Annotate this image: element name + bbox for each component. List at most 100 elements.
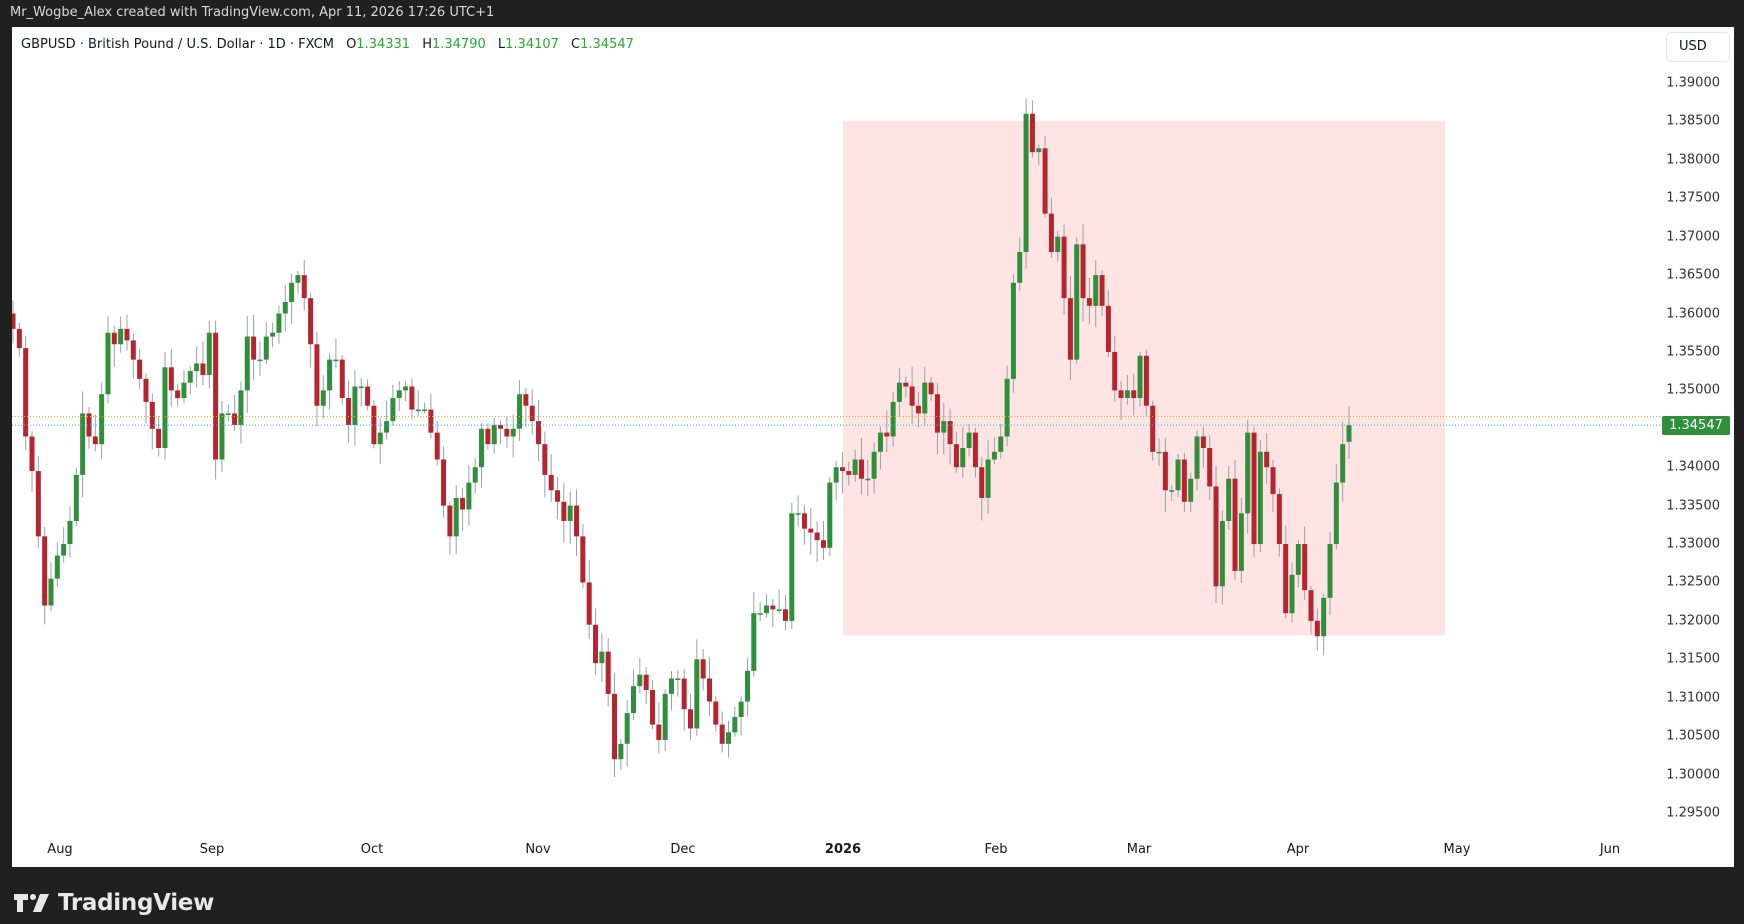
candle-up (675, 678, 681, 681)
close-value: 1.34547 (580, 37, 634, 52)
low-value: 1.34107 (505, 37, 559, 52)
candle-down (175, 390, 181, 399)
candle-down (434, 432, 440, 460)
candle-down (1181, 459, 1187, 502)
candle-up (871, 451, 877, 479)
candle-up (985, 459, 991, 498)
candle-up (73, 474, 79, 521)
candle-up (257, 359, 263, 362)
candle-down (542, 444, 548, 475)
candle-up (295, 275, 301, 283)
candle-down (884, 432, 890, 437)
candle-up (732, 716, 738, 733)
time-tick-label: Nov (525, 842, 551, 857)
close-label: C (571, 37, 581, 52)
tradingview-logo: TradingView (14, 890, 214, 916)
candlestick-plot[interactable] (12, 27, 1734, 867)
candle-down (858, 459, 864, 479)
candle-up (510, 428, 516, 437)
candle-down (846, 471, 852, 475)
candle-down (593, 624, 599, 664)
candle-up (1074, 244, 1080, 360)
candle-down (687, 709, 693, 729)
candle-up (1169, 490, 1175, 492)
candle-up (852, 459, 858, 475)
candle-down (643, 674, 649, 691)
candle-up (206, 332, 212, 375)
candle-up (1321, 597, 1327, 637)
candle-up (1175, 459, 1181, 491)
candle-up (631, 686, 637, 714)
candle-down (523, 394, 529, 406)
candle-down (35, 471, 41, 537)
candle-down (137, 359, 143, 379)
price-tick-label: 1.31000 (1666, 690, 1720, 706)
candle-down (365, 386, 371, 406)
candle-down (409, 386, 415, 410)
candle-down (16, 328, 22, 349)
time-tick-label: Oct (360, 842, 384, 857)
candle-up (789, 513, 795, 621)
candle-up (618, 743, 624, 760)
candle-down (428, 409, 434, 433)
candle-up (991, 451, 997, 460)
candle-down (1232, 478, 1238, 571)
candle-up (1188, 478, 1194, 502)
price-tick-label: 1.33000 (1666, 536, 1720, 552)
candle-up (238, 390, 244, 425)
candle-up (1124, 390, 1130, 399)
candle-down (555, 490, 561, 502)
candle-down (681, 678, 687, 710)
candle-down (1270, 467, 1276, 495)
price-tick-label: 1.33500 (1666, 498, 1720, 514)
time-tick-label: Dec (670, 842, 696, 857)
candle-up (187, 371, 193, 383)
candle-down (12, 313, 16, 329)
candle-up (390, 398, 396, 422)
candle-down (168, 367, 174, 391)
currency-button[interactable]: USD (1666, 32, 1730, 62)
candle-down (719, 724, 725, 744)
candle-up (320, 390, 326, 406)
candle-down (586, 582, 592, 625)
candle-up (48, 578, 54, 606)
candle-down (839, 467, 845, 472)
candle-up (67, 520, 73, 545)
candle-down (1213, 486, 1219, 587)
candle-up (1245, 432, 1251, 514)
high-value: 1.34790 (431, 37, 486, 52)
candle-up (725, 732, 731, 744)
candle-up (738, 701, 744, 717)
candle-up (941, 421, 947, 433)
candle-down (1308, 590, 1314, 621)
candle-up (1295, 544, 1301, 575)
candle-up (1238, 513, 1244, 571)
candle-up (466, 482, 472, 510)
candle-down (1302, 544, 1308, 591)
candle-up (998, 436, 1004, 452)
chart-pane[interactable]: GBPUSD · British Pound / U.S. Dollar · 1… (12, 27, 1734, 867)
candle-down (200, 363, 206, 375)
candle-down (42, 536, 48, 606)
candle-down (213, 332, 219, 460)
candle-down (928, 382, 934, 395)
candle-down (903, 382, 909, 387)
time-tick-label: Aug (47, 842, 73, 857)
symbol-legend: GBPUSD · British Pound / U.S. Dollar · 1… (21, 37, 634, 52)
candle-up (289, 282, 295, 302)
last-price-badge: 1.34547 (1662, 415, 1730, 435)
candle-up (263, 336, 269, 360)
candle-down (143, 378, 149, 402)
candle-up (599, 651, 605, 664)
candle-up (1023, 113, 1029, 253)
candle-down (1067, 298, 1073, 360)
candle-down (1099, 275, 1105, 306)
price-tick-label: 1.39000 (1666, 75, 1720, 91)
candle-up (358, 386, 364, 389)
price-tick-label: 1.29500 (1666, 805, 1720, 821)
candle-down (529, 405, 535, 422)
candle-up (1137, 355, 1143, 399)
candle-down (1086, 298, 1092, 306)
candle-up (472, 467, 478, 483)
candle-up (1004, 378, 1010, 437)
